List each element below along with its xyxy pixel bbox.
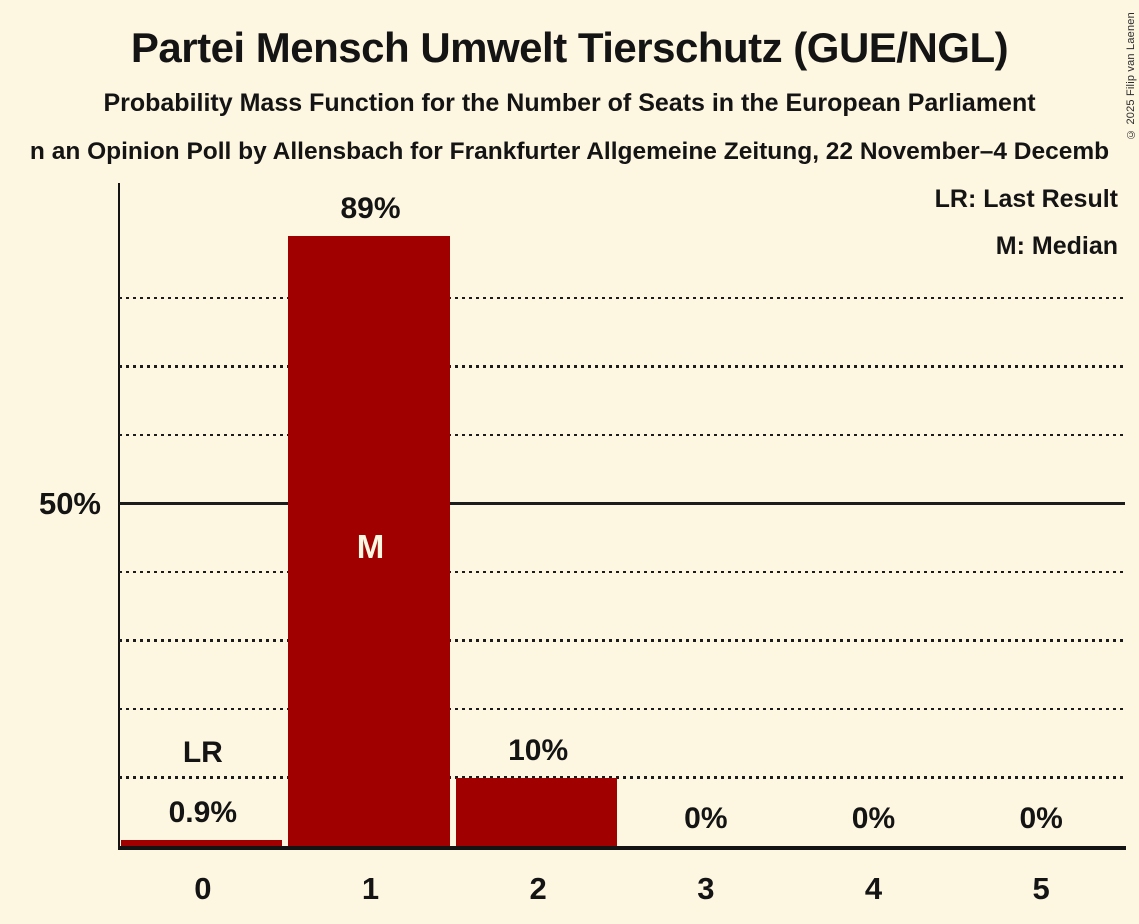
x-axis-line: [117, 846, 1126, 850]
gridline-60-pct: [119, 433, 1125, 437]
bar-value-label-seat-2: 10%: [508, 733, 569, 767]
chart-subtitle: Probability Mass Function for the Number…: [103, 89, 1036, 117]
x-tick-label-1: 1: [361, 871, 380, 906]
gridline-20-pct: [119, 707, 1125, 711]
gridline-10-pct: [119, 776, 1125, 779]
gridline-40-pct: [119, 570, 1125, 574]
y-axis-line: [117, 183, 120, 850]
gridline-80-pct: [119, 296, 1125, 300]
bar-seat-0: [120, 839, 283, 846]
bar-value-label-seat-4: 0%: [851, 802, 896, 835]
x-tick-label-4: 4: [864, 871, 883, 906]
bar-value-label-seat-1: 89%: [340, 192, 401, 226]
chart-title: Partei Mensch Umwelt Tierschutz (GUE/NGL…: [130, 24, 1009, 71]
x-tick-label-5: 5: [1032, 871, 1050, 906]
last-result-marker: LR: [182, 735, 223, 769]
bar-value-label-seat-0: 0.9%: [168, 795, 238, 829]
chart-legend: LR: Last Result M: Median: [935, 185, 1118, 261]
x-tick-label-3: 3: [697, 871, 715, 906]
bar-seat-1: [288, 236, 450, 846]
y-axis-50-percent-label: 50%: [38, 486, 101, 521]
bar-value-label-seat-5: 0%: [1019, 802, 1063, 835]
x-tick-label-2: 2: [529, 871, 547, 906]
chart-source-line: n an Opinion Poll by Allensbach for Fran…: [29, 138, 1110, 165]
gridline-70-pct: [119, 365, 1125, 368]
median-marker: M: [356, 528, 385, 566]
copyright-text: © 2025 Filip van Laenen: [1125, 12, 1137, 140]
gridline-30-pct: [119, 639, 1125, 642]
legend-last-result: LR: Last Result: [934, 185, 1118, 213]
x-tick-label-0: 0: [194, 871, 212, 906]
plot-area: 0.9% 0 89% 1 10% 2 0% 3 0% 4 0% 5 LR M: [119, 183, 1125, 906]
bar-value-label-seat-3: 0%: [684, 802, 728, 835]
bar-seat-2: [455, 777, 618, 846]
legend-median: M: Median: [995, 232, 1118, 260]
gridline-50-pct-solid: [119, 502, 1125, 505]
